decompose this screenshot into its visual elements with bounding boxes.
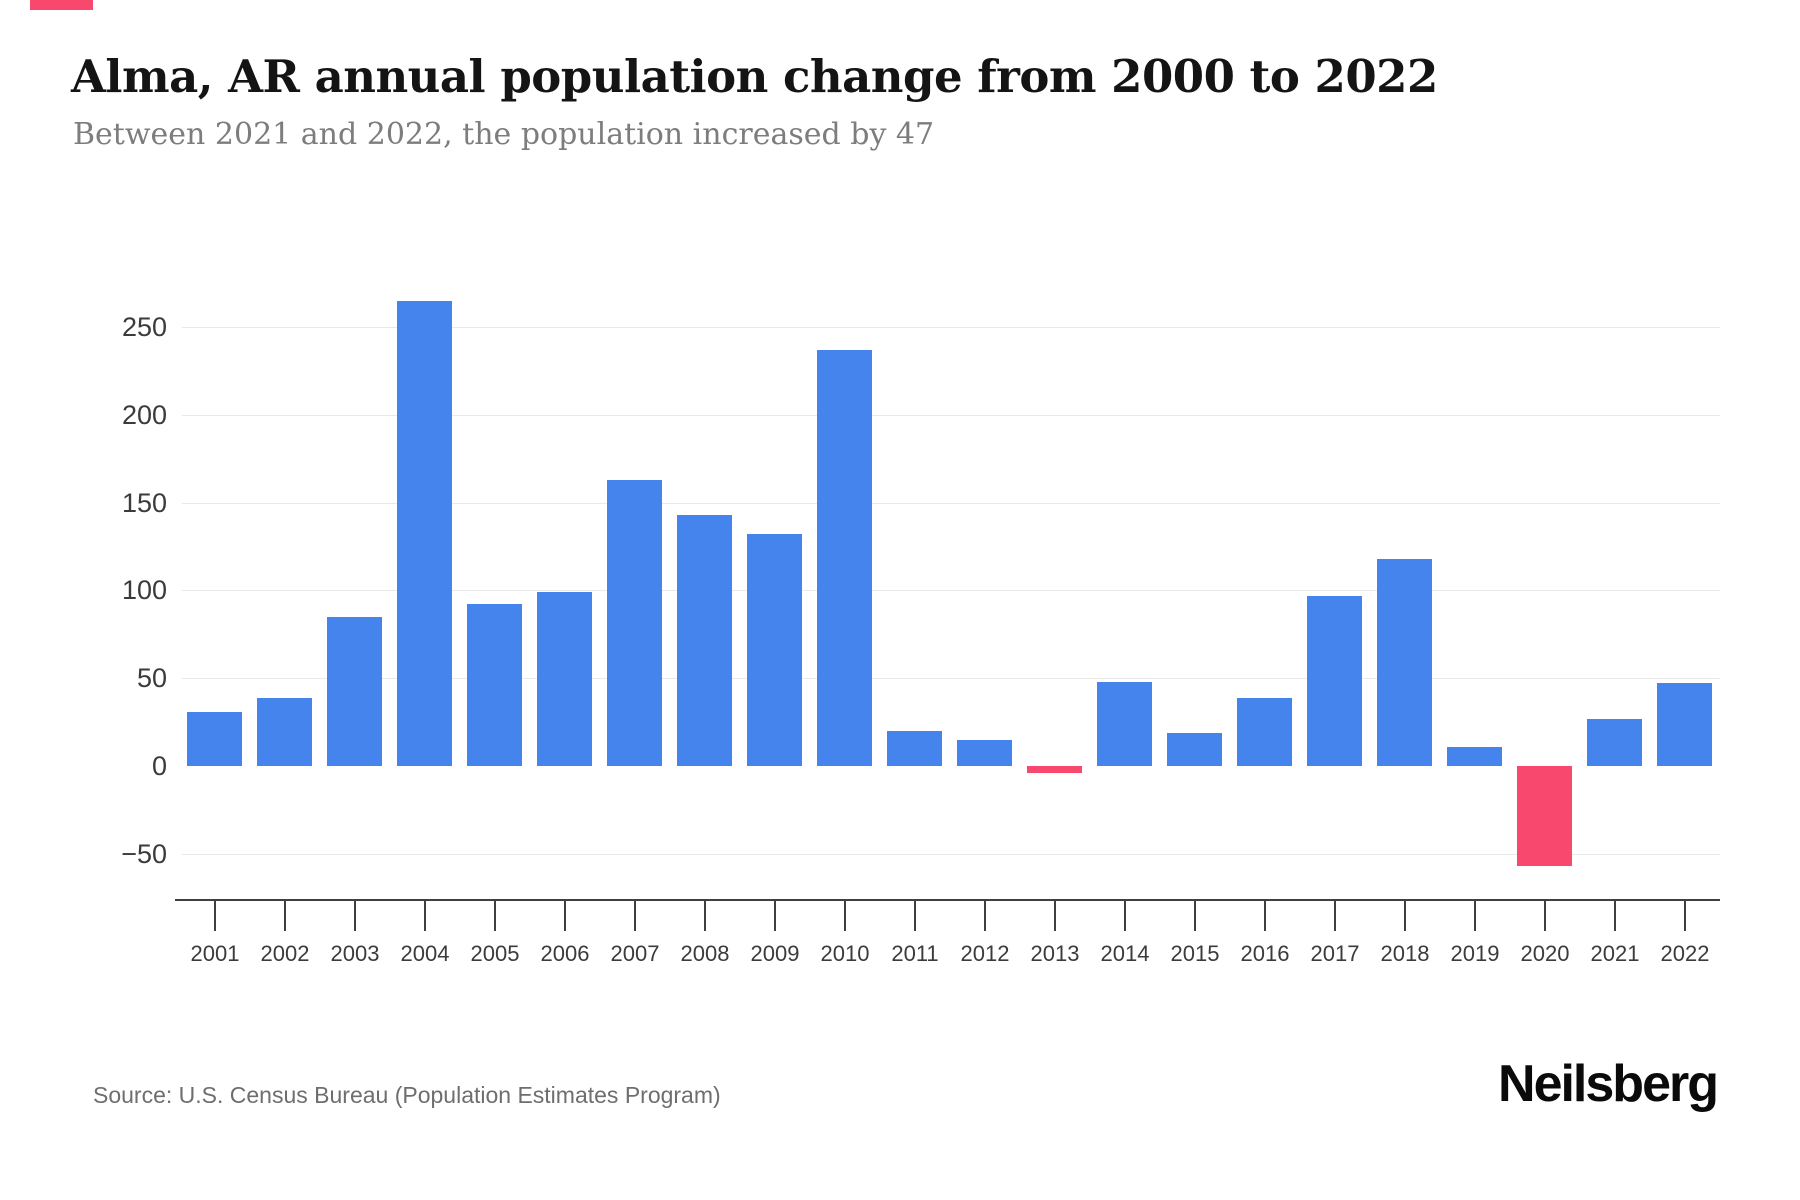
bar-2017[interactable] — [1307, 596, 1362, 766]
x-tick-2012 — [984, 901, 986, 931]
gridline--50 — [182, 854, 1720, 855]
gridline-100 — [182, 590, 1720, 591]
x-tick-2017 — [1334, 901, 1336, 931]
x-axis-label-2007: 2007 — [610, 941, 660, 966]
bar-2006[interactable] — [537, 592, 592, 766]
x-axis-line — [175, 899, 1720, 901]
neilsberg-logo: Neilsberg — [1498, 1055, 1719, 1113]
bar-2002[interactable] — [257, 698, 312, 766]
y-axis-label--50: −50 — [121, 839, 167, 869]
chart-title: Alma, AR annual population change from 2… — [71, 50, 1438, 103]
x-tick-2011 — [914, 901, 916, 931]
x-tick-2008 — [704, 901, 706, 931]
x-axis-label-2017: 2017 — [1310, 941, 1360, 966]
x-axis-label-2002: 2002 — [260, 941, 310, 966]
x-tick-2021 — [1614, 901, 1616, 931]
bar-2019[interactable] — [1447, 747, 1502, 766]
x-tick-2007 — [634, 901, 636, 931]
x-tick-2019 — [1474, 901, 1476, 931]
y-axis-label-250: 250 — [121, 312, 167, 342]
x-tick-2003 — [354, 901, 356, 931]
y-axis-label-0: 0 — [151, 751, 167, 781]
x-axis-label-2020: 2020 — [1520, 941, 1570, 966]
gridline-150 — [182, 503, 1720, 504]
gridline-250 — [182, 327, 1720, 328]
x-tick-2010 — [844, 901, 846, 931]
x-tick-2022 — [1684, 901, 1686, 931]
x-tick-2001 — [214, 901, 216, 931]
x-tick-2009 — [774, 901, 776, 931]
x-axis-label-2010: 2010 — [820, 941, 870, 966]
x-tick-2016 — [1264, 901, 1266, 931]
x-axis-label-2018: 2018 — [1380, 941, 1430, 966]
x-axis-label-2006: 2006 — [540, 941, 590, 966]
x-axis-label-2008: 2008 — [680, 941, 730, 966]
y-axis-label-100: 100 — [121, 575, 167, 605]
x-tick-2002 — [284, 901, 286, 931]
x-tick-2005 — [494, 901, 496, 931]
bar-2009[interactable] — [747, 534, 802, 766]
bar-2003[interactable] — [327, 617, 382, 766]
brand-accent-stripe — [30, 0, 93, 10]
x-tick-2004 — [424, 901, 426, 931]
bar-2011[interactable] — [887, 731, 942, 766]
y-axis-label-200: 200 — [121, 400, 167, 430]
bar-2014[interactable] — [1097, 682, 1152, 766]
bar-2018[interactable] — [1377, 559, 1432, 766]
x-tick-2020 — [1544, 901, 1546, 931]
x-axis-label-2014: 2014 — [1100, 941, 1150, 966]
bar-2008[interactable] — [677, 515, 732, 766]
bar-2001[interactable] — [187, 712, 242, 766]
chart-subtitle: Between 2021 and 2022, the population in… — [73, 117, 935, 152]
x-axis-label-2013: 2013 — [1030, 941, 1080, 966]
x-tick-2014 — [1124, 901, 1126, 931]
bar-2020[interactable] — [1517, 766, 1572, 866]
x-axis-label-2003: 2003 — [330, 941, 380, 966]
x-axis-label-2009: 2009 — [750, 941, 800, 966]
x-axis-label-2019: 2019 — [1450, 941, 1500, 966]
bar-2016[interactable] — [1237, 698, 1292, 766]
bar-2005[interactable] — [467, 604, 522, 766]
x-tick-2015 — [1194, 901, 1196, 931]
bar-2013[interactable] — [1027, 766, 1082, 773]
x-axis-label-2021: 2021 — [1590, 941, 1640, 966]
y-axis-label-150: 150 — [121, 488, 167, 518]
bar-2021[interactable] — [1587, 719, 1642, 766]
x-axis-label-2016: 2016 — [1240, 941, 1290, 966]
bar-2015[interactable] — [1167, 733, 1222, 766]
bar-2022[interactable] — [1657, 683, 1712, 766]
x-axis-label-2012: 2012 — [960, 941, 1010, 966]
bar-2004[interactable] — [397, 301, 452, 766]
x-tick-2013 — [1054, 901, 1056, 931]
x-tick-2018 — [1404, 901, 1406, 931]
bar-2010[interactable] — [817, 350, 872, 766]
source-note: Source: U.S. Census Bureau (Population E… — [93, 1082, 721, 1108]
x-axis-label-2022: 2022 — [1660, 941, 1710, 966]
x-axis-label-2005: 2005 — [470, 941, 520, 966]
gridline-50 — [182, 678, 1720, 679]
x-axis-label-2015: 2015 — [1170, 941, 1220, 966]
gridline-200 — [182, 415, 1720, 416]
y-axis-label-50: 50 — [136, 663, 167, 693]
bar-2012[interactable] — [957, 740, 1012, 766]
x-axis-label-2001: 2001 — [190, 941, 240, 966]
bar-2007[interactable] — [607, 480, 662, 766]
x-tick-2006 — [564, 901, 566, 931]
x-axis-label-2011: 2011 — [891, 941, 939, 966]
x-axis-label-2004: 2004 — [400, 941, 450, 966]
